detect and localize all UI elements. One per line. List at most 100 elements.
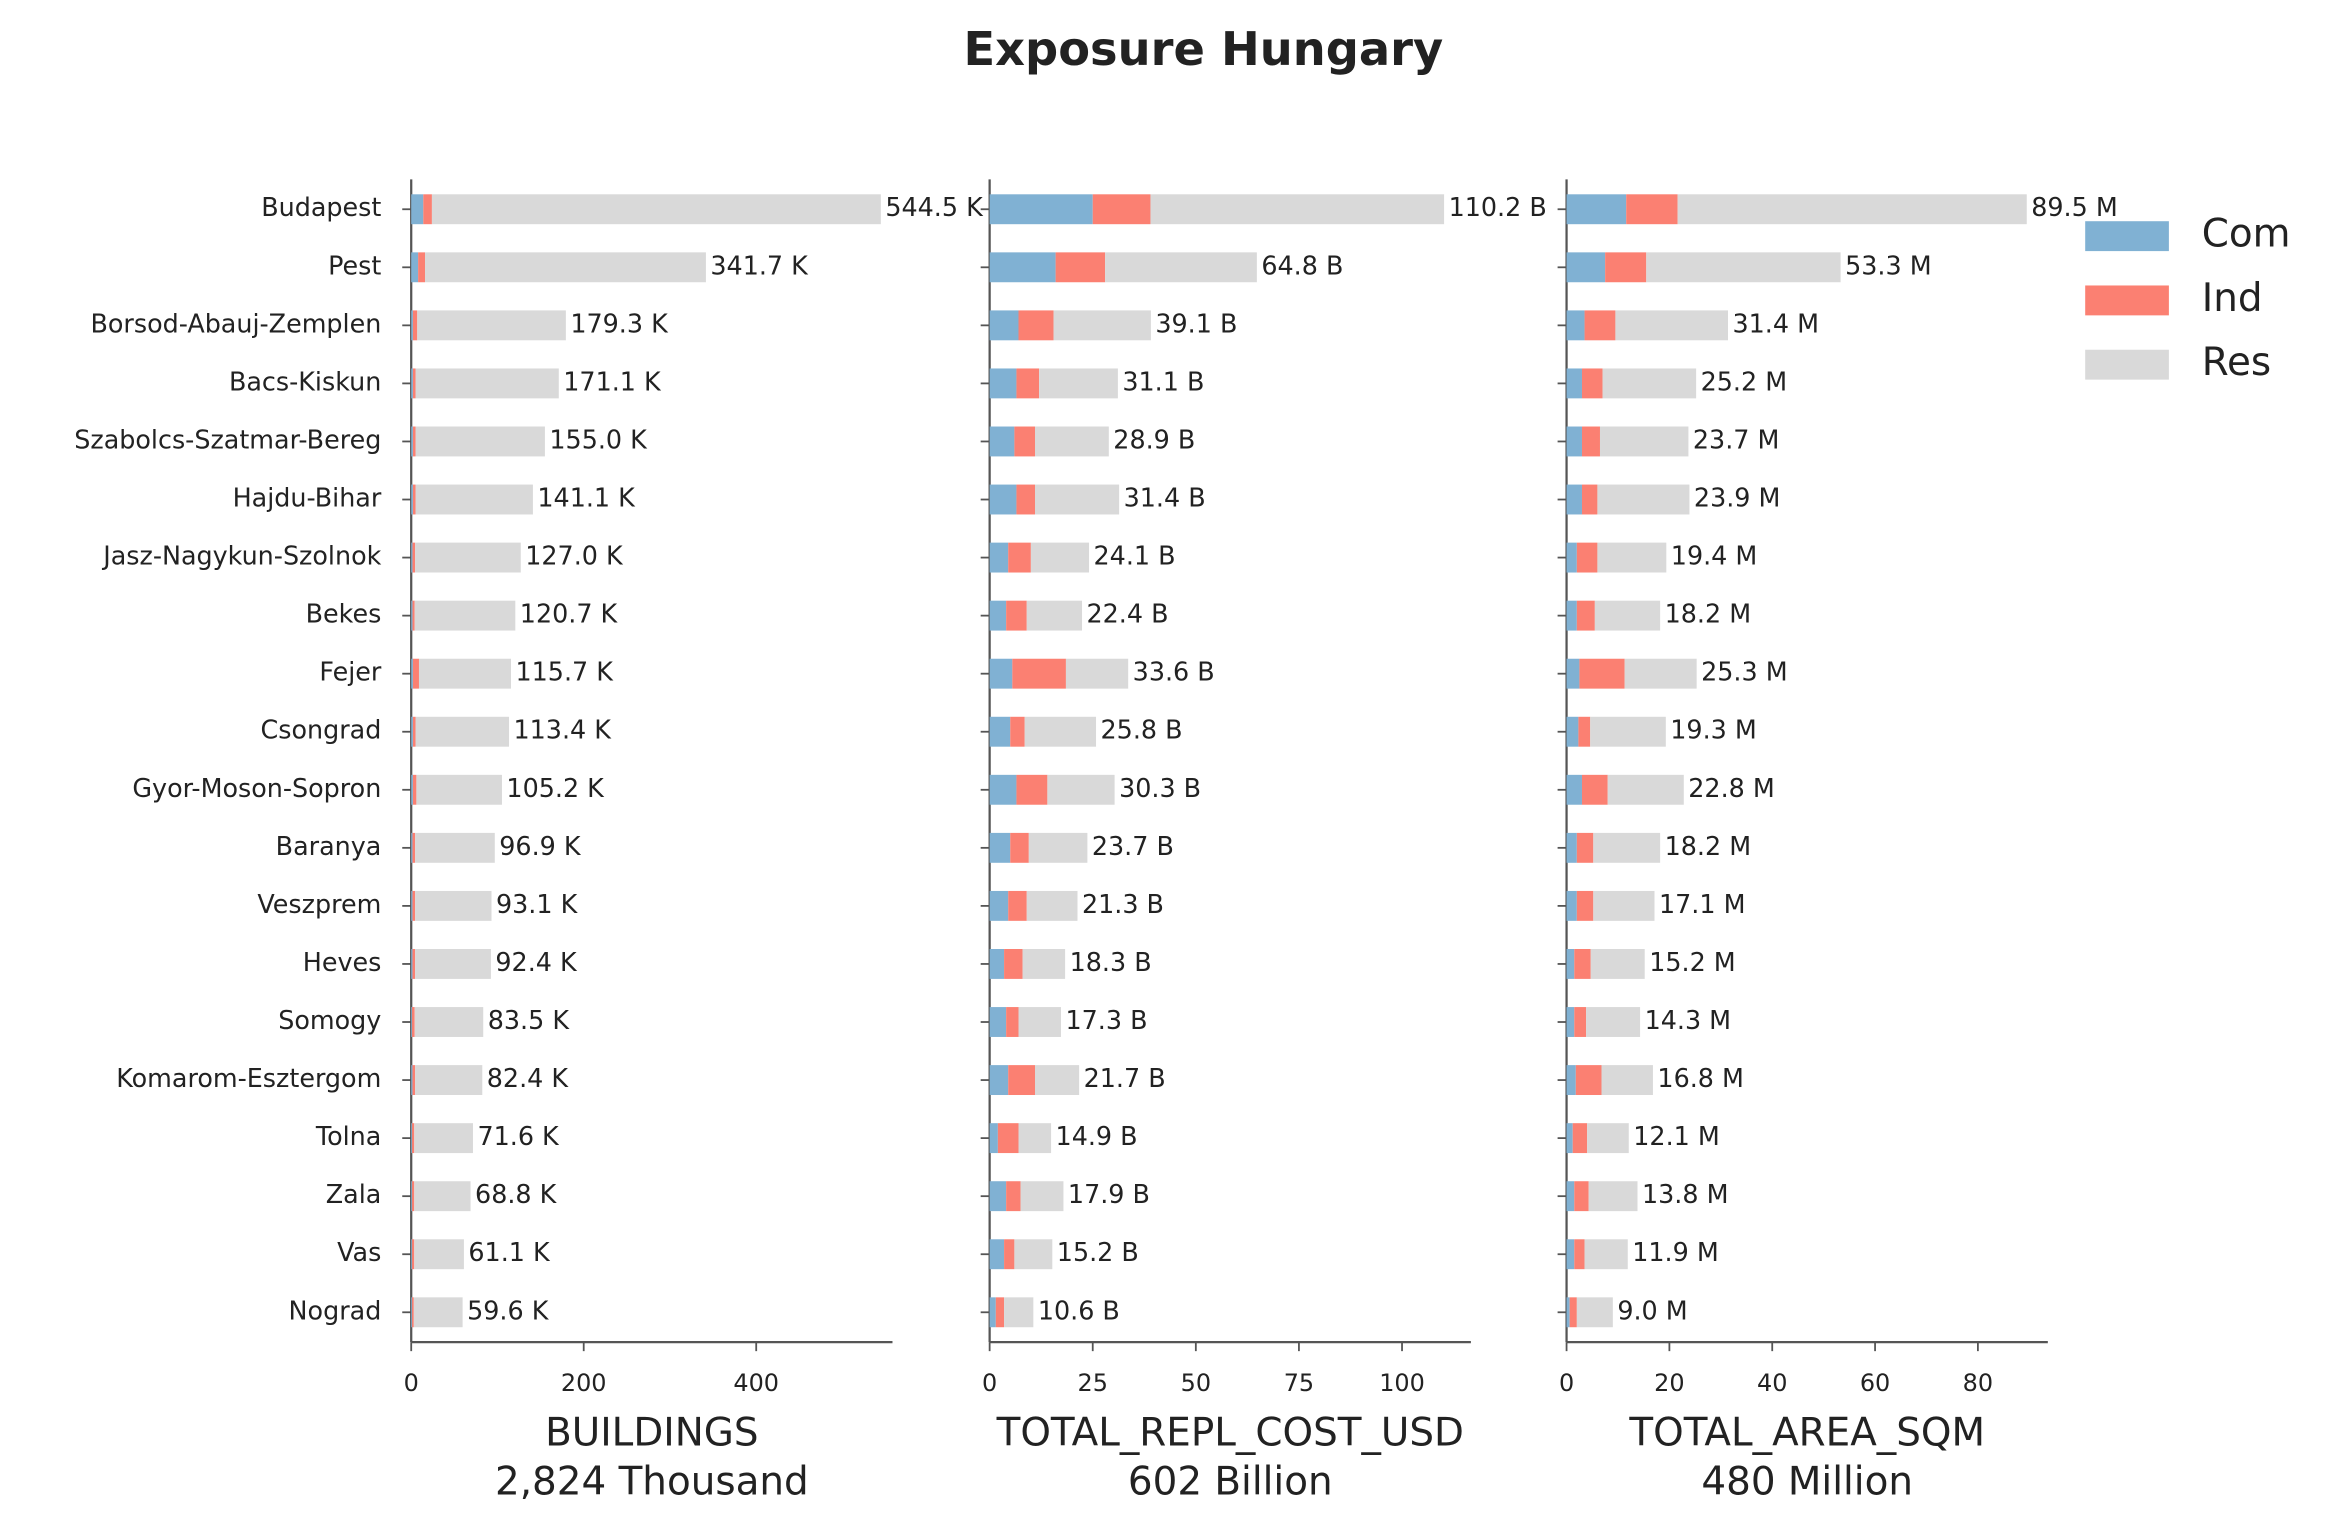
bar-segment: [415, 368, 559, 399]
bar-segment: [1566, 194, 1627, 225]
bar-segment: [423, 194, 432, 225]
bar-segment: [1677, 194, 2027, 225]
bar-segment: [989, 310, 1019, 341]
bar-segment: [1590, 716, 1666, 747]
bar-segment: [412, 368, 416, 399]
bar-segment: [411, 368, 413, 399]
bar-segment: [1150, 194, 1445, 225]
bar-segment: [1566, 832, 1577, 863]
bar-segment: [1581, 774, 1608, 805]
bar-segment: [1566, 600, 1577, 631]
bar-segment: [1006, 600, 1027, 631]
bar-segment: [1576, 832, 1594, 863]
bar-segment: [414, 1007, 484, 1037]
value-label: 64.8 B: [1261, 250, 1343, 280]
bar-segment: [412, 310, 418, 341]
bar-segment: [989, 252, 1056, 283]
bar-segment: [1586, 1007, 1641, 1037]
bar-segment: [1034, 1065, 1080, 1096]
y-tick-label: Vas: [337, 1237, 381, 1267]
bar-segment: [989, 658, 1013, 689]
value-label: 105.2 K: [506, 773, 605, 803]
bar-segment: [414, 600, 516, 631]
bar-segment: [1602, 368, 1697, 399]
bar-segment: [415, 542, 521, 573]
bar-segment: [989, 716, 1011, 747]
value-label: 14.9 B: [1056, 1121, 1138, 1151]
bar-segment: [412, 1239, 415, 1270]
bar-segment: [425, 252, 706, 283]
bar-segment: [416, 774, 502, 805]
bar-segment: [989, 890, 1009, 921]
bar-segment: [1574, 1007, 1587, 1037]
bar-segment: [1574, 949, 1591, 979]
bar-segment: [1579, 658, 1625, 689]
bar-segment: [1587, 1123, 1629, 1154]
bar-segment: [1014, 426, 1035, 457]
bar-segment: [411, 194, 424, 225]
x-tick-label: 40: [1757, 1369, 1787, 1397]
bar-segment: [989, 600, 1007, 631]
bar-segment: [1581, 426, 1600, 457]
bar-segment: [989, 949, 1005, 979]
value-label: 9.0 M: [1617, 1295, 1687, 1325]
y-tick-label: Komarom-Esztergom: [116, 1063, 381, 1093]
bar-segment: [1039, 368, 1118, 399]
legend-label: Ind: [2202, 276, 2263, 321]
y-tick-label: Budapest: [261, 192, 381, 222]
value-label: 24.1 B: [1094, 541, 1176, 571]
bar-segment: [411, 542, 413, 573]
bar-segment: [411, 890, 413, 921]
bar-segment: [412, 1181, 415, 1212]
x-tick-label: 0: [1559, 1369, 1574, 1397]
bar-segment: [1572, 1123, 1588, 1154]
bar-segment: [1566, 716, 1579, 747]
bar-segment: [412, 426, 416, 457]
value-label: 31.1 B: [1122, 366, 1204, 396]
y-tick-label: Szabolcs-Szatmar-Bereg: [74, 424, 381, 454]
bar-segment: [989, 1181, 1007, 1212]
value-label: 179.3 K: [570, 308, 669, 338]
x-tick-label: 75: [1284, 1369, 1314, 1397]
bar-segment: [1584, 310, 1616, 341]
value-label: 39.1 B: [1155, 308, 1237, 338]
value-label: 18.3 B: [1070, 947, 1152, 977]
bar-segment: [1601, 1065, 1653, 1096]
value-label: 25.3 M: [1701, 657, 1788, 687]
bar-segment: [1026, 600, 1083, 631]
y-tick-label: Hajdu-Bihar: [233, 483, 382, 513]
bar-segment: [1566, 310, 1585, 341]
bar-segment: [1566, 1239, 1575, 1270]
x-tick-label: 100: [1379, 1369, 1425, 1397]
x-axis-label: 602 Billion: [1128, 1460, 1333, 1505]
bar-segment: [412, 774, 417, 805]
bar-segment: [1566, 542, 1577, 573]
value-label: 110.2 B: [1449, 192, 1547, 222]
value-label: 25.2 M: [1701, 366, 1788, 396]
bar-segment: [412, 890, 416, 921]
value-label: 28.9 B: [1113, 424, 1195, 454]
value-label: 71.6 K: [477, 1121, 560, 1151]
bar-segment: [415, 1065, 483, 1096]
bar-segment: [1581, 368, 1603, 399]
y-tick-label: Jasz-Nagykun-Szolnok: [101, 541, 381, 571]
bar-segment: [413, 1297, 463, 1328]
x-tick-label: 0: [404, 1369, 419, 1397]
bar-segment: [414, 1239, 464, 1270]
bar-segment: [1615, 310, 1729, 341]
bar-segment: [412, 1297, 414, 1328]
bar-segment: [1026, 890, 1078, 921]
bar-segment: [411, 1007, 413, 1037]
bar-segment: [415, 890, 492, 921]
bar-segment: [411, 832, 413, 863]
bar-segment: [1594, 600, 1661, 631]
value-label: 83.5 K: [488, 1005, 571, 1035]
bar-segment: [1566, 1065, 1576, 1096]
bar-segment: [1646, 252, 1841, 283]
bar-segment: [997, 1123, 1019, 1154]
bar-segment: [412, 832, 416, 863]
value-label: 113.4 K: [514, 715, 613, 745]
bar-segment: [1566, 1007, 1575, 1037]
bar-segment: [1607, 774, 1684, 805]
bar-segment: [1578, 716, 1591, 747]
